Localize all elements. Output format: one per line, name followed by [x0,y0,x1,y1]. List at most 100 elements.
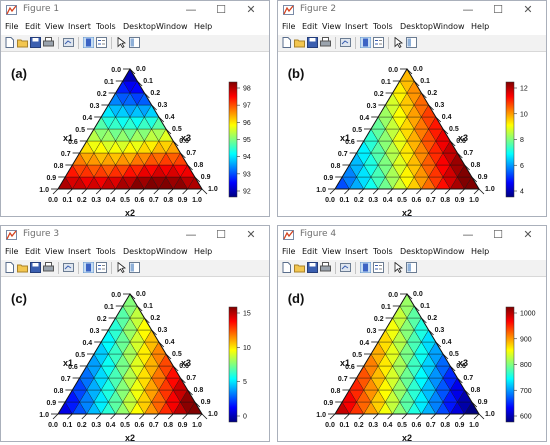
print-icon[interactable] [43,262,54,273]
link-plot-icon[interactable] [340,262,351,273]
menu-file[interactable]: File [5,247,19,256]
maximize-button[interactable]: ☐ [216,228,226,241]
right-tick [435,116,442,123]
new-file-icon[interactable] [281,37,292,48]
menu-desktop[interactable]: Desktop [400,22,433,31]
menu-help[interactable]: Help [194,22,213,31]
legend-icon[interactable] [96,262,107,273]
save-icon[interactable] [307,262,318,273]
menu-desktop[interactable]: Desktop [400,247,433,256]
pointer-icon[interactable] [393,262,404,273]
bottom-tick-label: 0.5 [120,422,130,429]
menu-help[interactable]: Help [471,247,490,256]
open-folder-icon[interactable] [17,37,28,48]
new-file-icon[interactable] [281,262,292,273]
menu-window[interactable]: Window [156,247,188,256]
pointer-icon[interactable] [116,37,127,48]
legend-icon[interactable] [373,37,384,48]
maximize-button[interactable]: ☐ [216,3,226,16]
left-tick-label: 0.3 [90,328,100,335]
menu-window[interactable]: Window [156,22,188,31]
menu-view[interactable]: View [45,22,64,31]
maximize-button[interactable]: ☐ [493,228,503,241]
print-icon[interactable] [320,262,331,273]
minimize-button[interactable]: — [185,228,197,241]
property-editor-icon[interactable] [406,37,417,48]
menu-insert[interactable]: Insert [345,22,368,31]
open-folder-icon[interactable] [17,262,28,273]
panel-label: (b) [288,66,305,81]
left-tick-label: 0.8 [54,388,64,395]
menu-edit[interactable]: Edit [25,247,41,256]
left-tick-label: 0.3 [90,103,100,110]
property-editor-icon[interactable] [129,37,140,48]
menu-view[interactable]: View [322,247,341,256]
menu-tools[interactable]: Tools [373,22,393,31]
link-plot-icon[interactable] [63,37,74,48]
figure-window: Figure 1 — ☐ ✕ File Edit View Insert Tools De… [0,0,270,217]
colorbar-icon[interactable] [360,37,371,48]
left-tick-label: 0.8 [54,163,64,170]
right-tick-label: 0.8 [471,387,481,394]
legend-icon[interactable] [373,262,384,273]
open-folder-icon[interactable] [294,37,305,48]
menu-view[interactable]: View [322,22,341,31]
open-folder-icon[interactable] [294,262,305,273]
menu-tools[interactable]: Tools [96,247,116,256]
colorbar-icon[interactable] [83,262,94,273]
save-icon[interactable] [30,262,41,273]
menu-file[interactable]: File [282,22,296,31]
minimize-button[interactable]: — [462,228,474,241]
colorbar-icon[interactable] [360,262,371,273]
property-editor-icon[interactable] [129,262,140,273]
close-button[interactable]: ✕ [246,228,256,241]
menu-edit[interactable]: Edit [302,22,318,31]
menu-help[interactable]: Help [471,22,490,31]
right-tick-label: 0.0 [136,291,146,298]
colorbar-icon[interactable] [83,37,94,48]
property-editor-icon[interactable] [406,262,417,273]
ternary-plot: 0.0 0.1 0.2 0.3 0.4 0.5 0.6 0.7 0.8 0.9 1.0 1.0 0.9 0… [1,277,269,441]
menu-view[interactable]: View [45,247,64,256]
close-button[interactable]: ✕ [523,228,533,241]
bottom-tick [95,413,102,420]
pointer-icon[interactable] [116,262,127,273]
toolbar-separator [78,37,79,49]
bottom-tick-label: 0.7 [426,197,436,204]
menu-insert[interactable]: Insert [68,22,91,31]
minimize-button[interactable]: — [462,3,474,16]
toolbar-separator [388,37,389,49]
link-plot-icon[interactable] [63,262,74,273]
legend-icon[interactable] [96,37,107,48]
menu-window[interactable]: Window [433,22,465,31]
menu-tools[interactable]: Tools [96,22,116,31]
link-plot-icon[interactable] [340,37,351,48]
menu-file[interactable]: File [282,247,296,256]
menu-insert[interactable]: Insert [68,247,91,256]
menu-window[interactable]: Window [433,247,465,256]
close-button[interactable]: ✕ [246,3,256,16]
menu-insert[interactable]: Insert [345,247,368,256]
menu-help[interactable]: Help [194,247,213,256]
print-icon[interactable] [43,37,54,48]
maximize-button[interactable]: ☐ [493,3,503,16]
menu-file[interactable]: File [5,22,19,31]
figure-toolbar [278,35,546,52]
menu-edit[interactable]: Edit [302,247,318,256]
menu-desktop[interactable]: Desktop [123,22,156,31]
menu-edit[interactable]: Edit [25,22,41,31]
save-icon[interactable] [30,37,41,48]
close-button[interactable]: ✕ [523,3,533,16]
menu-desktop[interactable]: Desktop [123,247,156,256]
new-file-icon[interactable] [4,37,15,48]
pointer-icon[interactable] [393,37,404,48]
new-file-icon[interactable] [4,262,15,273]
window-title: Figure 1 [23,4,60,14]
minimize-button[interactable]: — [185,3,197,16]
right-tick [194,176,201,183]
save-icon[interactable] [307,37,318,48]
bottom-tick [401,413,408,420]
menu-tools[interactable]: Tools [373,247,393,256]
right-tick-label: 0.7 [463,150,473,157]
print-icon[interactable] [320,37,331,48]
